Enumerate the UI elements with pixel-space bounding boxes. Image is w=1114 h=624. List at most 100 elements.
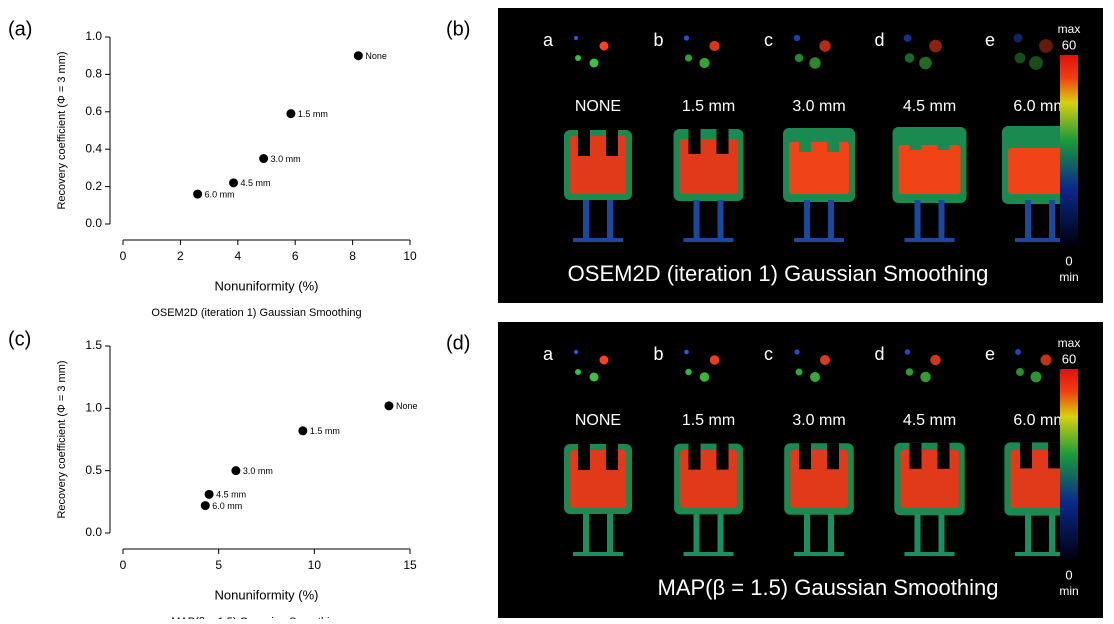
- phantom-notch: [606, 130, 618, 156]
- column-letter: d: [875, 344, 885, 364]
- hot-spot: [904, 349, 911, 355]
- x-tick-label: 4: [234, 249, 241, 263]
- scale-min: 0: [1065, 567, 1072, 582]
- hot-spot: [820, 355, 830, 365]
- column-letter: e: [985, 344, 995, 364]
- phantom-notch: [1048, 442, 1060, 469]
- point: [384, 401, 394, 411]
- point-label: 1.5 mm: [298, 109, 328, 119]
- phantom-notch: [688, 443, 701, 470]
- phantom-foot: [794, 238, 844, 242]
- phantom-foot: [794, 552, 844, 556]
- phantom-notch: [716, 443, 729, 470]
- x-tick-label: 0: [120, 249, 127, 263]
- y-tick-label: 0.4: [85, 141, 102, 155]
- hot-spot: [574, 36, 578, 40]
- point-label: 6.0 mm: [205, 189, 235, 199]
- phantom-foot: [683, 238, 734, 242]
- phantom-notch: [937, 442, 950, 469]
- point: [298, 426, 308, 436]
- hot-spot: [930, 354, 941, 366]
- hot-spot: [810, 372, 820, 382]
- hot-spot: [920, 371, 931, 383]
- y-tick-label: 0.8: [85, 67, 102, 81]
- hot-spot: [683, 35, 690, 41]
- phantom-foot: [573, 552, 623, 556]
- x-tick-label: 0: [120, 558, 127, 572]
- scale-bottom: min: [1059, 584, 1078, 598]
- color-bar: [1060, 55, 1078, 245]
- y-tick-label: 1.0: [85, 29, 102, 43]
- phantom-foot: [1015, 552, 1065, 556]
- x-tick-label: 6: [292, 249, 299, 263]
- hot-spot: [575, 55, 581, 61]
- hot-spot: [1030, 371, 1042, 383]
- hot-spot: [574, 350, 578, 354]
- filter-label: NONE: [575, 412, 621, 429]
- hot-spot: [1014, 52, 1026, 64]
- y-tick-label: 1.5: [85, 338, 102, 352]
- hot-spot: [599, 355, 609, 365]
- panel-label: (a): [8, 18, 32, 40]
- scale-max: 60: [1062, 351, 1076, 366]
- phantom-notch: [606, 444, 618, 470]
- phantom-leg: [938, 200, 945, 240]
- panel-label: (d): [446, 332, 470, 354]
- phantom-foot: [904, 238, 955, 242]
- phantom-notch: [827, 443, 839, 470]
- x-tick-label: 5: [215, 558, 222, 572]
- scale-top: max: [1058, 336, 1081, 350]
- phantom-leg: [804, 200, 810, 240]
- hot-spot: [809, 57, 821, 69]
- filter-label: 4.5 mm: [903, 98, 956, 115]
- hot-spot: [795, 368, 803, 376]
- phantom-notch: [827, 128, 839, 152]
- column-letter: e: [985, 30, 995, 50]
- caption: OSEM2D (iteration 1) Gaussian Smoothing: [568, 261, 989, 286]
- color-bar: [1060, 369, 1078, 559]
- hot-spot: [589, 58, 599, 68]
- scale-bottom: min: [1059, 270, 1078, 284]
- point-label: None: [365, 51, 387, 61]
- point-label: 4.5 mm: [216, 490, 246, 500]
- column-letter: c: [764, 344, 773, 364]
- phantom-leg: [804, 514, 810, 554]
- phantom-notch: [799, 443, 811, 470]
- x-tick-label: 8: [349, 249, 356, 263]
- phantom-leg: [828, 200, 834, 240]
- hot-spot: [709, 355, 720, 365]
- point-label: 1.5 mm: [310, 426, 340, 436]
- hot-spot: [1039, 39, 1053, 53]
- phantom-leg: [828, 514, 834, 554]
- phantom-leg: [583, 200, 589, 240]
- hot-spot: [575, 369, 581, 375]
- y-axis-label: Recovery coefficient (Φ = 3 mm): [56, 360, 68, 518]
- x-axis-label: Nonuniformity (%): [214, 587, 318, 602]
- phantom-leg: [938, 514, 945, 554]
- phantom-leg: [583, 514, 589, 554]
- scale-top: max: [1058, 22, 1081, 36]
- phantom-foot: [1015, 238, 1065, 242]
- filter-label: NONE: [575, 98, 621, 115]
- filter-label: 1.5 mm: [682, 412, 735, 429]
- hot-spot: [1013, 33, 1023, 43]
- column-letter: b: [654, 30, 664, 50]
- point-label: 3.0 mm: [271, 154, 301, 164]
- y-tick-label: 1.0: [85, 401, 102, 415]
- phantom-leg: [1049, 200, 1055, 240]
- y-tick-label: 0.2: [85, 179, 102, 193]
- x-tick-label: 10: [308, 558, 322, 572]
- phantom-core: [679, 139, 738, 194]
- phantom-notch: [688, 129, 701, 154]
- column-letter: c: [764, 30, 773, 50]
- phantom-foot: [573, 238, 623, 242]
- phantom-notch: [1048, 126, 1060, 148]
- phantom-leg: [1025, 200, 1031, 240]
- phantom-notch: [716, 129, 729, 154]
- phantom-notch: [909, 442, 922, 469]
- point: [228, 178, 238, 188]
- hot-spot: [1029, 56, 1043, 70]
- phantom-leg: [914, 200, 921, 240]
- x-tick-label: 2: [177, 249, 184, 263]
